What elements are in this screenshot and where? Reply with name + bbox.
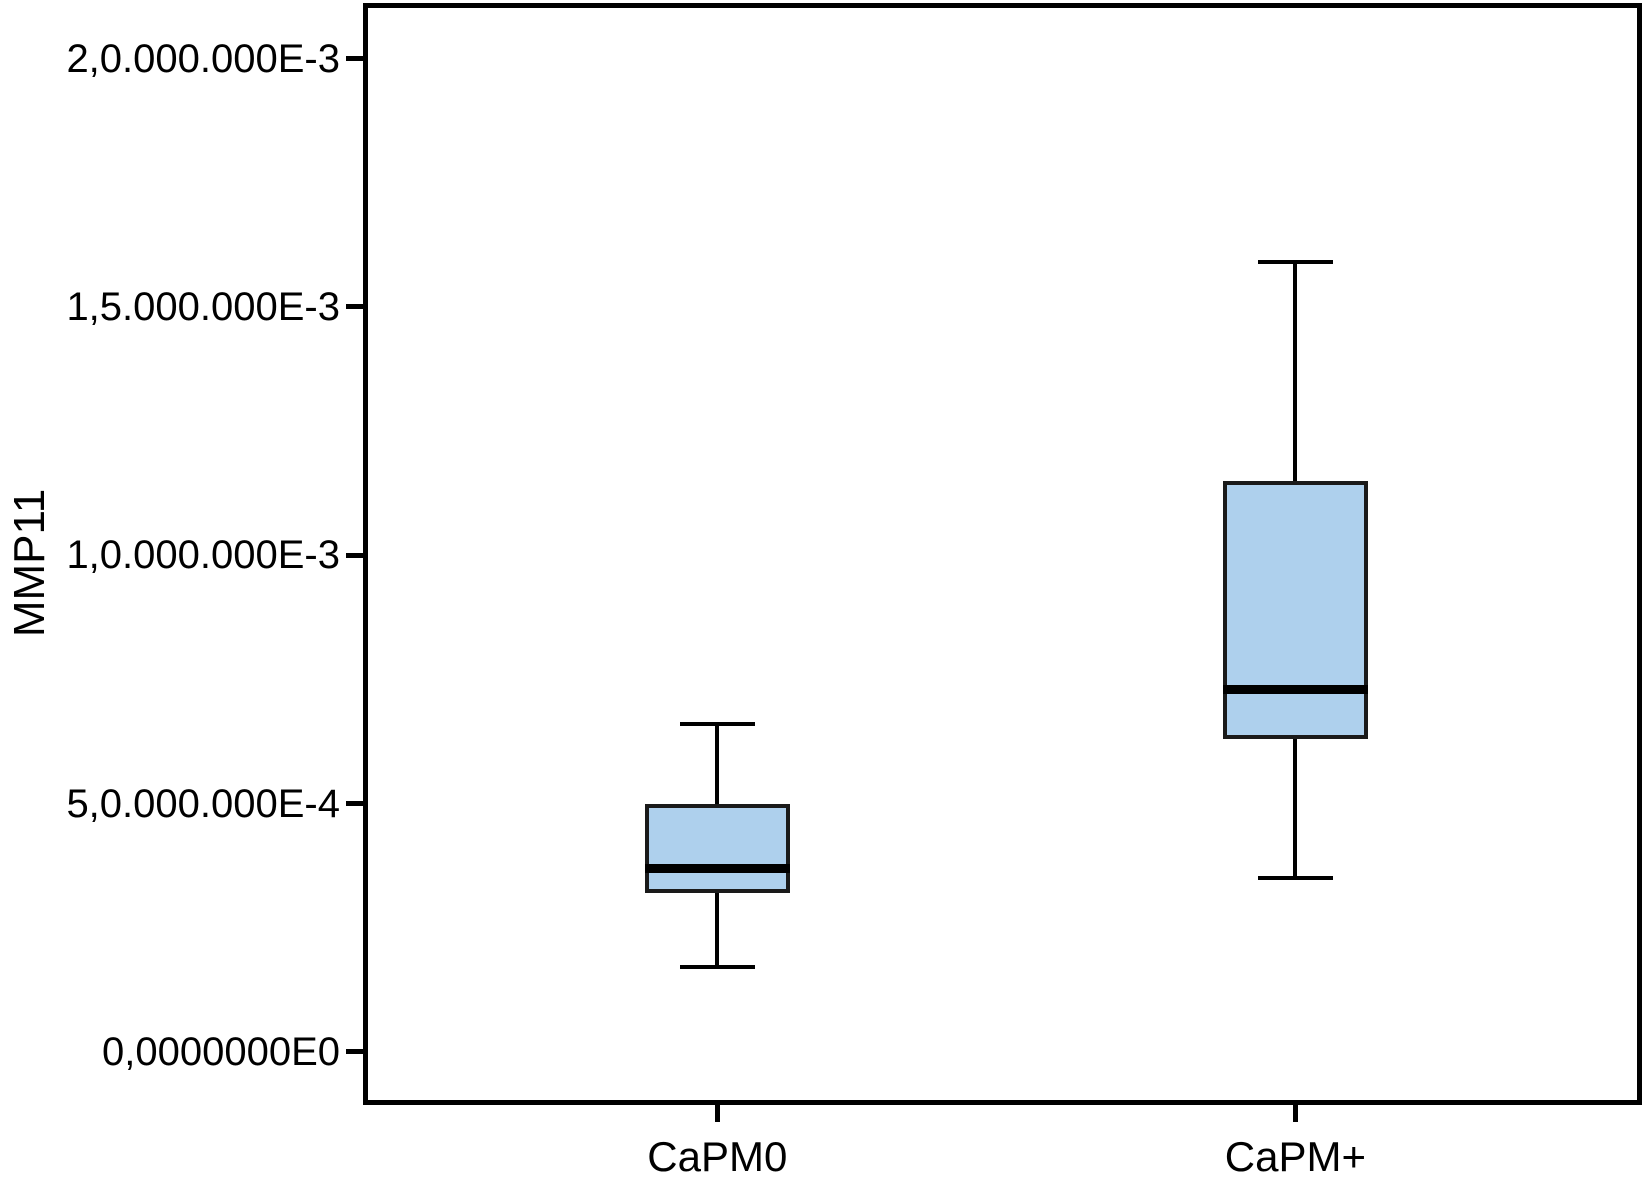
y-axis-tick-label: 1,5.000.000E-3 — [66, 284, 340, 329]
y-axis-tick-mark — [346, 801, 363, 807]
y-axis-tick-label: 2,0.000.000E-3 — [66, 36, 340, 81]
y-axis-tick-label: 1,0.000.000E-3 — [66, 533, 340, 578]
plot-area — [363, 3, 1642, 1105]
y-axis-tick-label: 0,0000000E0 — [101, 1029, 340, 1074]
whisker-cap-top — [679, 722, 755, 727]
y-axis-tick-mark — [346, 1049, 363, 1055]
x-axis-tick-mark — [714, 1105, 720, 1122]
box-iqr — [1222, 480, 1368, 739]
y-axis-tick-mark — [346, 56, 363, 62]
median-line — [1222, 684, 1368, 694]
whisker-cap-bottom — [1257, 876, 1333, 881]
x-axis-category-label: CaPM+ — [1224, 1133, 1366, 1180]
x-axis-category-label: CaPM0 — [647, 1133, 788, 1180]
whisker-cap-bottom — [679, 965, 755, 970]
box-iqr — [644, 803, 790, 893]
y-axis-tick-mark — [346, 552, 363, 558]
y-axis-tick-mark — [346, 304, 363, 310]
x-axis-tick-mark — [1292, 1105, 1298, 1122]
median-line — [644, 863, 790, 873]
y-axis-tick-label: 5,0.000.000E-4 — [66, 781, 340, 826]
whisker-cap-top — [1257, 260, 1333, 265]
